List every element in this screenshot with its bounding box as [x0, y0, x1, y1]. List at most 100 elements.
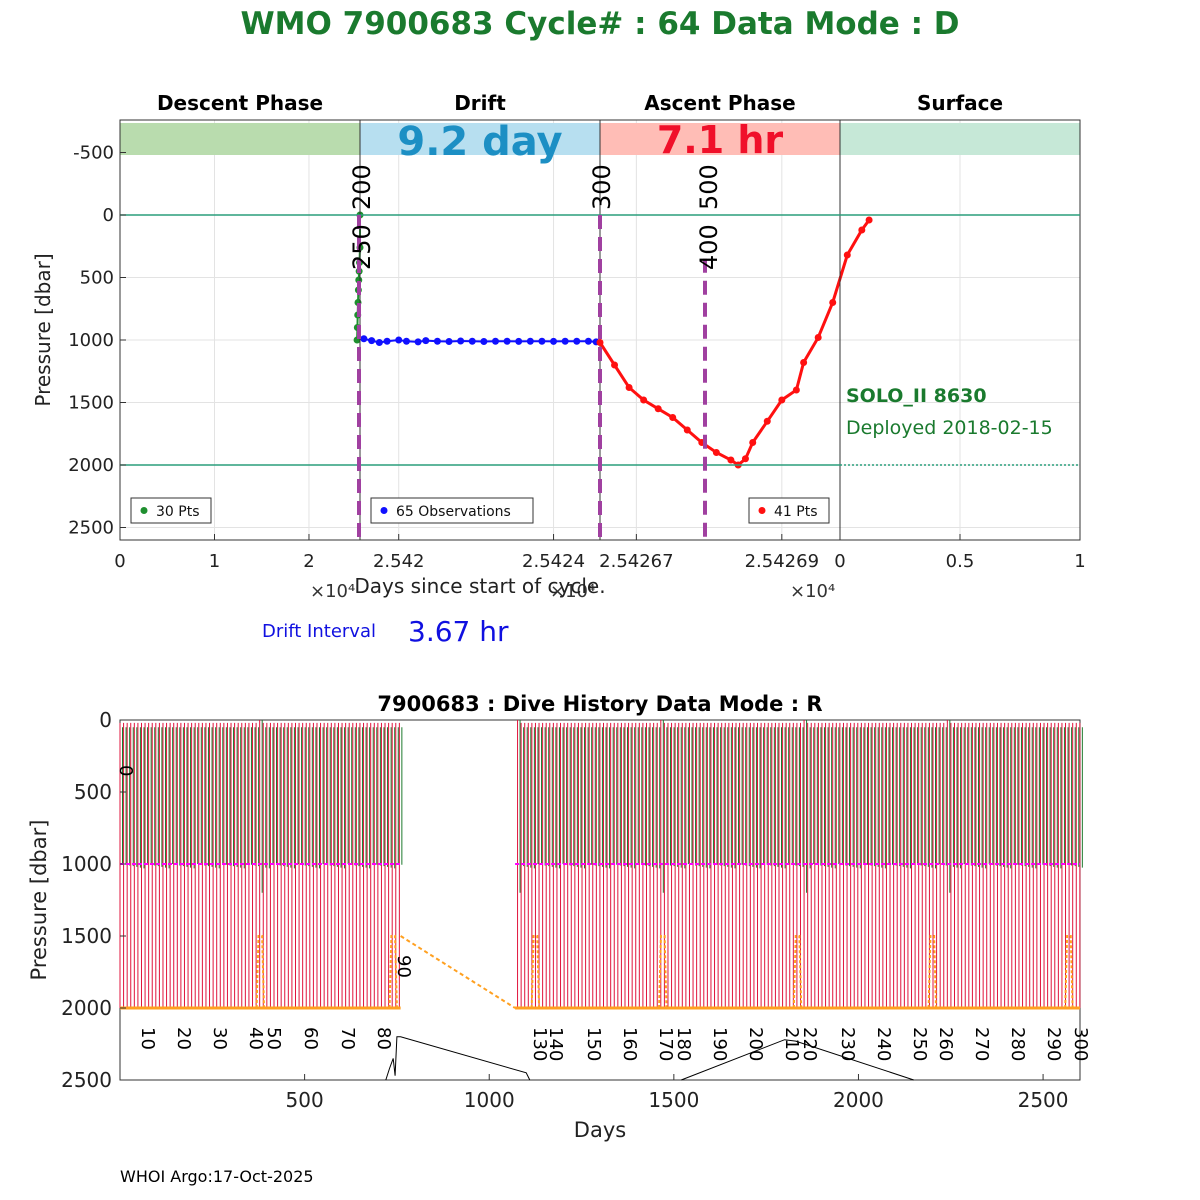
cycle-label: 210 [781, 1027, 802, 1061]
cycle-label: 0 [115, 765, 136, 776]
deployed-date: Deployed 2018-02-15 [846, 417, 1053, 439]
phase-title: Surface [917, 91, 1003, 115]
y-tick-label: 2500 [61, 1068, 112, 1092]
panel-frame [119, 119, 361, 541]
profile-point [584, 337, 592, 345]
cycle-label: 280 [1007, 1027, 1028, 1061]
cycle-label: 160 [619, 1027, 640, 1061]
phase-band [360, 123, 600, 155]
profile-point [561, 337, 569, 345]
profile-point [829, 299, 837, 306]
y-tick-label: 500 [74, 780, 112, 804]
profile-point [669, 414, 677, 421]
panel-frame [359, 119, 601, 541]
x-tick-label: 2.5424 [522, 551, 585, 572]
profile-point [457, 337, 465, 345]
profile-point [515, 337, 523, 345]
cycle-label: 60 [300, 1027, 321, 1050]
y-tick-label: 2000 [61, 996, 112, 1020]
deep-excursion [530, 935, 541, 1009]
phase-title: Descent Phase [157, 91, 323, 115]
profile-point [683, 426, 691, 434]
profile-point [741, 455, 749, 463]
x-tick-label: 1 [1074, 551, 1085, 572]
footer-text: WHOI Argo:17-Oct-2025 [120, 1167, 314, 1186]
profile-point [445, 338, 453, 345]
profile-point [538, 337, 546, 345]
x-axis-label: Days since start of cycle. [354, 574, 605, 598]
x-tick-label: 2.542 [373, 551, 425, 572]
x-exponent: ×10⁴ [550, 581, 595, 602]
x-exponent: ×10⁴ [790, 581, 835, 602]
y-tick-label: 0 [99, 708, 112, 732]
cycle-label: 190 [709, 1027, 730, 1061]
cycle-profile-chart: Descent Phase 0 1 2 ×10⁴ 30 Pts Drift 2.542 2.54… [31, 91, 1086, 602]
x-tick-label: 2500 [1018, 1088, 1069, 1112]
deep-gap-line [400, 935, 516, 1009]
profile-point [712, 449, 720, 456]
phase-marker-label: 250 [348, 224, 376, 270]
profile-line [598, 219, 871, 467]
cycle-label: 90 [393, 955, 414, 978]
y-tick-label: 1000 [68, 330, 114, 351]
profile-point [422, 337, 430, 345]
x-tick-label: 2 [303, 551, 314, 572]
profile-point [368, 337, 376, 345]
profile-point [596, 339, 604, 346]
y-tick-label: -500 [73, 143, 114, 164]
cycle-label: 10 [137, 1027, 158, 1050]
y-tick-label: 2500 [68, 518, 114, 539]
profile-point [383, 337, 391, 345]
phase-title: Ascent Phase [644, 91, 795, 115]
profile-point [573, 337, 581, 345]
x-exponent: ×10⁴ [310, 581, 355, 602]
deep-excursion [255, 935, 265, 1009]
y-tick-label: 0 [103, 205, 114, 226]
profile-point [792, 386, 800, 394]
cycle-label: 270 [971, 1027, 992, 1061]
x-tick-label: 0.5 [946, 551, 975, 572]
profile-point [360, 335, 368, 343]
cycle-label: 70 [337, 1027, 358, 1050]
deep-excursion [792, 935, 803, 1009]
phase-band [600, 123, 840, 155]
cycle-label: 240 [873, 1027, 894, 1061]
profile-point [858, 226, 866, 234]
profile-point [727, 456, 735, 464]
legend-marker [380, 507, 388, 514]
profile-point [550, 337, 558, 345]
profile-point [800, 359, 808, 366]
phase-marker-label: 500 [695, 164, 723, 210]
cycle-label: 130 [529, 1027, 550, 1061]
x-tick-label: 1000 [464, 1088, 515, 1112]
profile-point [433, 337, 441, 345]
profile-point [843, 251, 851, 259]
phase-band [840, 123, 1080, 155]
profile-point [611, 361, 619, 369]
profile-point [480, 338, 488, 345]
profile-point [402, 337, 410, 345]
panel-frame [839, 119, 1081, 541]
x-tick-label: 0 [834, 551, 845, 572]
x-tick-label: 2.54267 [599, 551, 673, 572]
cycle-label: 230 [837, 1027, 858, 1061]
cycle-label: 50 [263, 1027, 284, 1050]
profile-point [491, 337, 499, 345]
phase-title: Drift [454, 91, 506, 115]
profile-point [865, 216, 873, 224]
cycle-label: 80 [373, 1027, 394, 1050]
legend-box [370, 497, 534, 524]
cycle-label: 20 [173, 1027, 194, 1050]
profile-point [526, 337, 534, 345]
y-tick-label: 1000 [61, 852, 112, 876]
profile-point [814, 334, 822, 341]
y-tick-label: 500 [80, 268, 114, 289]
legend-label: 65 Observations [396, 504, 511, 520]
profile-point [375, 339, 383, 346]
drift-duration: 9.2 day [397, 119, 562, 165]
cycle-label: 180 [673, 1027, 694, 1061]
cycle-label: 170 [655, 1027, 676, 1061]
x-tick-label: 500 [286, 1088, 324, 1112]
profile-point [763, 417, 771, 425]
